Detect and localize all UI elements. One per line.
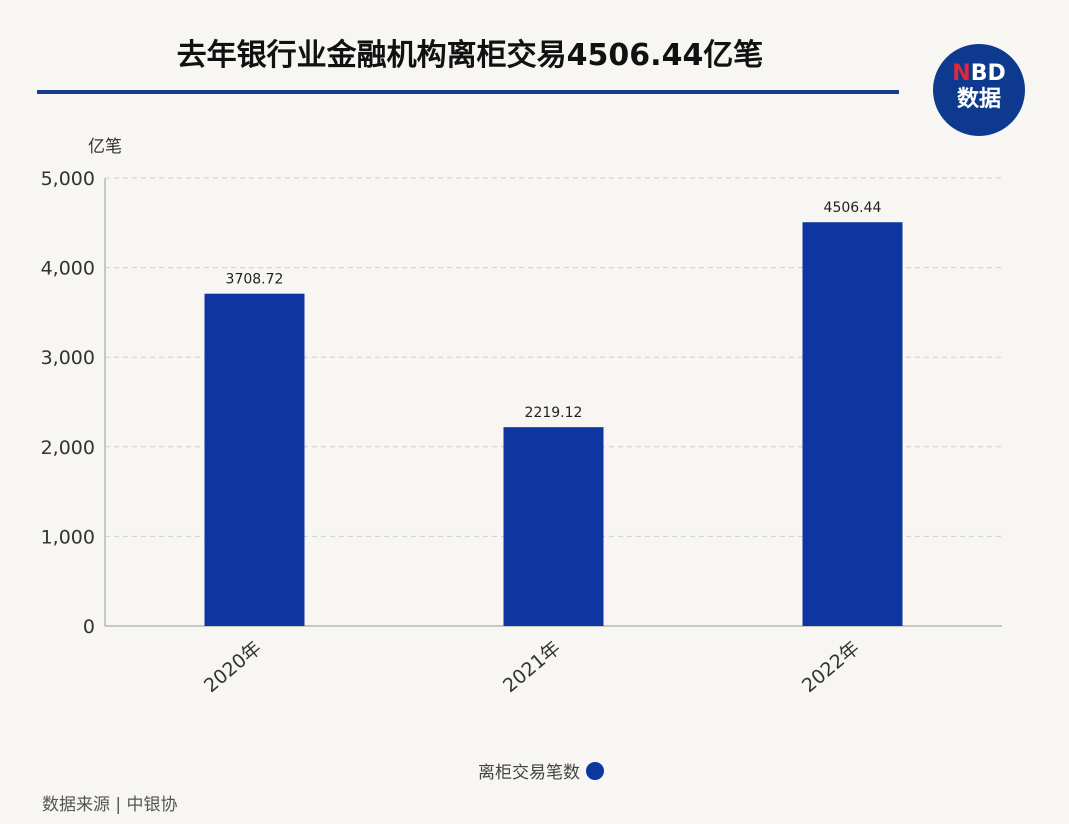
data-label: 2219.12: [525, 405, 583, 421]
y-tick-label: 5,000: [41, 168, 95, 190]
bar: [503, 427, 604, 626]
chart-title: 去年银行业金融机构离柜交易4506.44亿笔: [176, 38, 764, 73]
bar: [204, 293, 305, 626]
x-tick-label: 2021年: [499, 637, 565, 697]
data-label: 3708.72: [226, 272, 284, 288]
y-tick-label: 4,000: [41, 258, 95, 280]
nbd-logo: NBD 数据: [933, 44, 1025, 136]
y-axis-unit: 亿笔: [88, 137, 122, 157]
y-tick-label: 1,000: [41, 526, 95, 548]
bar: [802, 222, 903, 627]
legend-marker: [586, 761, 604, 780]
legend-label: 离柜交易笔数: [478, 763, 580, 783]
y-tick-label: 3,000: [41, 347, 95, 369]
data-source: 数据来源 | 中银协: [42, 795, 178, 815]
y-tick-label: 2,000: [41, 437, 95, 459]
legend: 离柜交易笔数: [478, 758, 604, 783]
data-label: 4506.44: [824, 200, 882, 216]
title-underline: [37, 90, 899, 94]
x-tick-label: 2022年: [798, 637, 864, 697]
y-tick-label: 0: [83, 616, 95, 638]
x-tick-label: 2020年: [200, 637, 266, 697]
